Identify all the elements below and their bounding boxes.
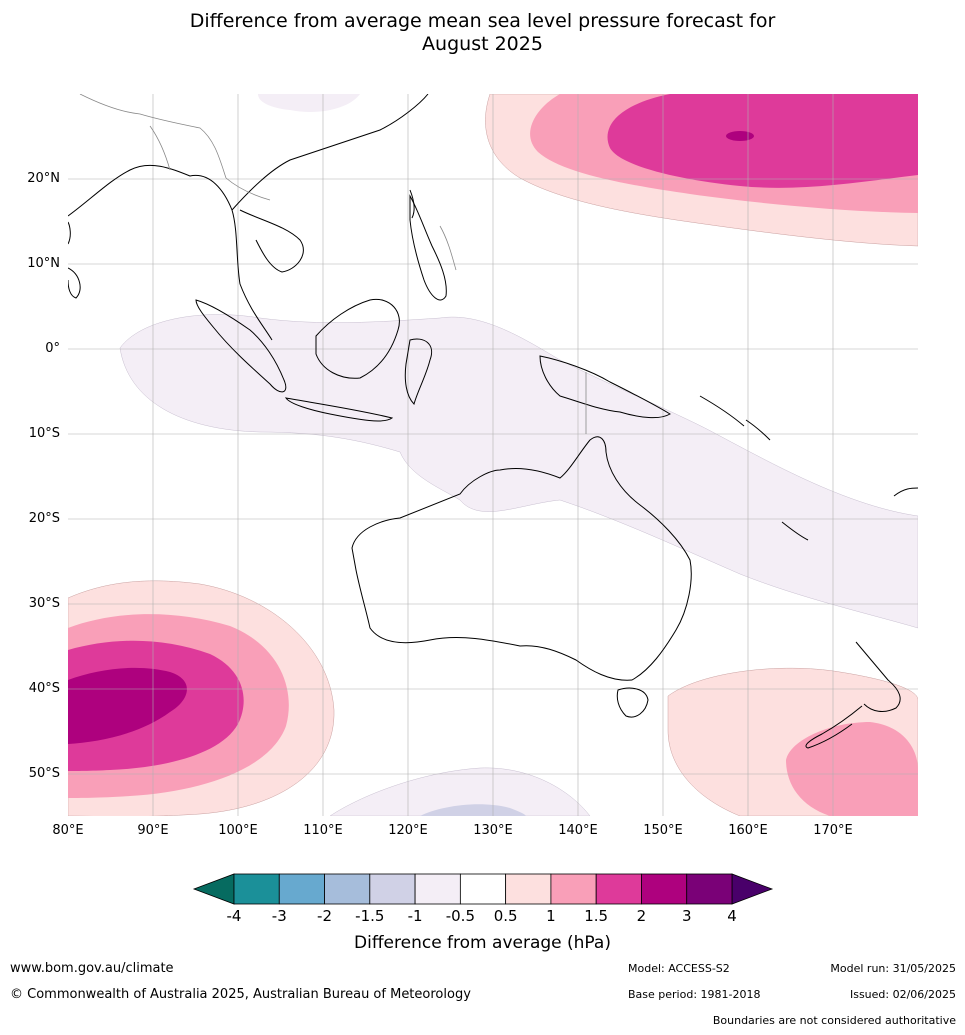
lat-label-10s: 10°S <box>28 426 60 441</box>
colorbar-swatch <box>595 873 642 905</box>
footer-issued: Issued: 02/06/2025 <box>849 988 956 1001</box>
boundaries <box>79 94 587 434</box>
colorbar-swatch <box>369 873 416 905</box>
chart-title: Difference from average mean sea level p… <box>0 10 965 56</box>
lat-label-0: 0° <box>45 341 60 356</box>
colorbar-tick-label: -3 <box>271 907 287 925</box>
colorbar-tick-label: 1 <box>546 907 556 925</box>
footer-website: www.bom.gov.au/climate <box>10 961 174 976</box>
colorbar-swatch <box>505 873 552 905</box>
colorbar-swatch <box>414 873 461 905</box>
anomaly-southwest <box>68 580 335 816</box>
colorbar-swatch <box>641 873 688 905</box>
map-area <box>68 94 918 816</box>
lon-label-150e: 150°E <box>643 823 683 838</box>
colorbar-tick-label: -2 <box>317 907 333 925</box>
lon-label-80e: 80°E <box>52 823 84 838</box>
colorbar-tick-label: -1 <box>407 907 423 925</box>
colorbar-tick-label: -4 <box>226 907 242 925</box>
colorbar-max-extension <box>731 873 774 905</box>
anomaly-tropical-low <box>119 94 918 816</box>
title-line-1: Difference from average mean sea level p… <box>189 10 776 32</box>
colorbar-swatch <box>278 873 325 905</box>
footer-copyright: © Commonwealth of Australia 2025, Austra… <box>10 987 471 1002</box>
lon-label-140e: 140°E <box>558 823 598 838</box>
lat-label-10n: 10°N <box>27 256 60 271</box>
footer-base-period: Base period: 1981-2018 <box>628 988 761 1001</box>
colorbar-min-extension <box>192 873 235 905</box>
lat-label-40s: 40°S <box>28 681 60 696</box>
colorbar-swatch <box>550 873 597 905</box>
colorbar-tick-label: 1.5 <box>584 907 609 925</box>
lon-label-130e: 130°E <box>473 823 513 838</box>
colorbar-tick-label: 3 <box>681 907 692 925</box>
lon-label-110e: 110°E <box>303 823 343 838</box>
lon-label-100e: 100°E <box>218 823 258 838</box>
graticule <box>68 94 918 816</box>
lat-label-20n: 20°N <box>27 171 60 186</box>
colorbar-label: Difference from average (hPa) <box>354 933 611 953</box>
colorbar-tick-label: -1.5 <box>355 907 385 925</box>
lat-label-20s: 20°S <box>28 511 60 526</box>
colorbar-swatch <box>686 873 733 905</box>
colorbar-tick-label: -0.5 <box>445 907 475 925</box>
footer-model: Model: ACCESS-S2 <box>628 962 730 975</box>
lon-label-160e: 160°E <box>728 823 768 838</box>
colorbar-tick-label: 4 <box>727 907 737 925</box>
lat-label-50s: 50°S <box>28 766 60 781</box>
lon-label-120e: 120°E <box>388 823 428 838</box>
footer-disclaimer: Boundaries are not considered authoritat… <box>712 1014 956 1027</box>
lat-label-30s: 30°S <box>28 596 60 611</box>
colorbar-swatch <box>324 873 371 905</box>
colorbar-tick-label: 2 <box>636 907 647 925</box>
colorbar-swatch <box>459 873 507 905</box>
footer-model-run: Model run: 31/05/2025 <box>830 962 956 975</box>
lon-label-90e: 90°E <box>137 823 169 838</box>
coastlines <box>68 94 918 749</box>
title-line-2: August 2025 <box>422 33 543 55</box>
lon-label-170e: 170°E <box>813 823 853 838</box>
anomaly-northeast <box>485 94 918 247</box>
colorbar-tick-label: 0.5 <box>493 907 518 925</box>
colorbar-swatch <box>233 873 280 905</box>
anomaly-southeast <box>667 667 918 816</box>
